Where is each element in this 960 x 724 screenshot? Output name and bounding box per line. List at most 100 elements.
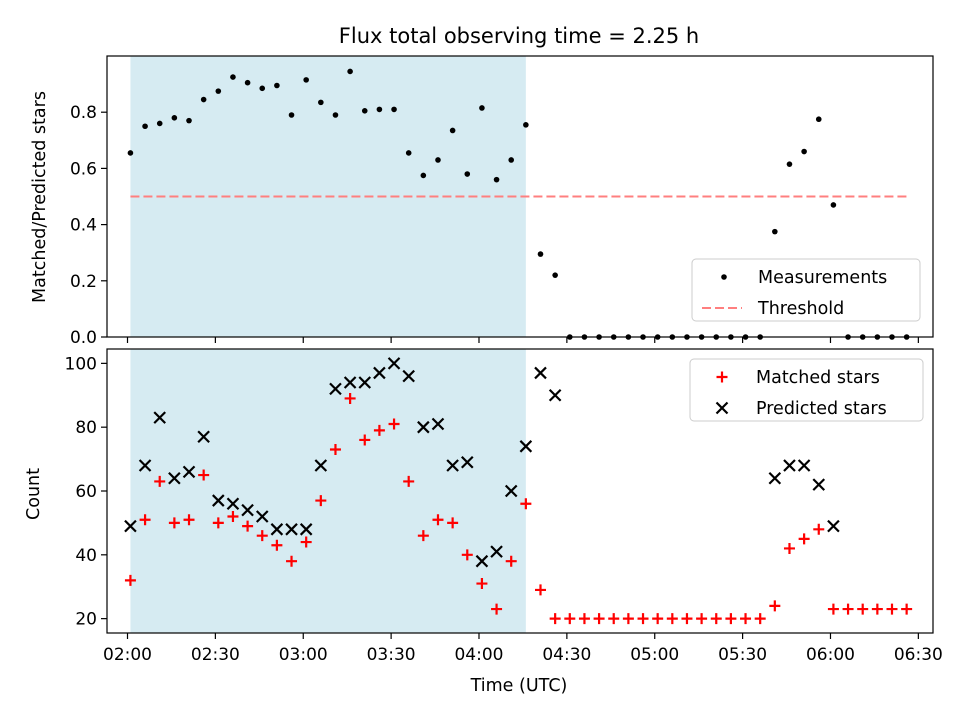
- bottom-matched-point: [842, 603, 854, 615]
- top-measurement-point: [523, 122, 529, 128]
- bottom-predicted-point: [387, 357, 401, 370]
- bottom-matched-point: [798, 533, 810, 545]
- bottom-predicted-point: [783, 459, 796, 472]
- bottom-predicted-point: [299, 523, 313, 536]
- bottom-matched-point: [417, 530, 429, 542]
- bottom-matched-point: [725, 613, 737, 625]
- bottom-matched-point: [505, 555, 517, 567]
- bottom-matched-point: [168, 517, 180, 529]
- bottom-matched-point: [578, 613, 590, 625]
- bottom-y-axis-label: Count: [24, 468, 44, 520]
- x-tick-label: 05:30: [718, 645, 767, 665]
- top-measurement-point: [420, 172, 427, 179]
- bottom-predicted-point: [812, 478, 826, 491]
- top-measurement-point: [508, 157, 515, 163]
- top-measurement-point: [171, 115, 178, 121]
- top-measurement-point: [332, 112, 339, 118]
- bottom-predicted-point: [212, 494, 225, 507]
- bottom-matched-point: [520, 498, 532, 510]
- x-tick-label: 02:30: [191, 645, 240, 665]
- top-measurement-point: [274, 82, 280, 89]
- top-measurement-point: [288, 112, 295, 118]
- top-measurement-point: [391, 106, 397, 113]
- legend-label: Matched stars: [756, 368, 880, 388]
- x-axis-label: Time (UTC): [470, 676, 568, 696]
- top-y-tick-label: 0.6: [70, 159, 97, 179]
- bottom-predicted-point: [417, 420, 430, 434]
- top-measurement-point: [156, 120, 163, 127]
- bottom-matched-point: [373, 424, 385, 436]
- bottom-matched-point: [754, 613, 766, 625]
- x-tick-label: 03:00: [279, 645, 328, 665]
- bottom-matched-point: [271, 539, 283, 551]
- x-tick-label: 05:00: [630, 645, 679, 665]
- bottom-y-tick-label: 100: [65, 354, 97, 374]
- bottom-matched-point: [286, 555, 298, 567]
- bottom-predicted-point: [827, 519, 840, 533]
- top-measurement-point: [405, 150, 412, 156]
- bottom-matched-point: [886, 603, 898, 615]
- top-measurement-point: [552, 272, 558, 278]
- top-measurement-point: [786, 161, 793, 167]
- x-tick-label: 02:00: [103, 645, 152, 665]
- bottom-predicted-point: [768, 471, 782, 485]
- bottom-matched-point: [564, 613, 576, 625]
- legend-matched-marker: [716, 371, 728, 383]
- top-y-tick-label: 0.0: [70, 328, 97, 348]
- bottom-predicted-point: [255, 510, 269, 523]
- bottom-matched-point: [242, 520, 254, 532]
- bottom-matched-point: [198, 469, 210, 481]
- bottom-y-tick-label: 20: [75, 610, 97, 630]
- top-measurement-point: [186, 117, 192, 124]
- bottom-matched-point: [783, 542, 795, 554]
- bottom-predicted-point: [153, 411, 167, 424]
- legend-predicted-marker: [715, 401, 729, 415]
- bottom-predicted-point: [373, 366, 386, 380]
- bottom-matched-point: [827, 603, 839, 615]
- legend-measurements-marker: [721, 274, 727, 280]
- top-measurement-point: [464, 171, 471, 177]
- bottom-matched-point: [871, 603, 883, 615]
- top-measurement-point: [215, 88, 222, 94]
- top-measurement-point: [318, 99, 324, 106]
- bottom-matched-point: [696, 613, 708, 625]
- top-measurement-point: [376, 106, 383, 113]
- bottom-y-tick-label: 80: [75, 418, 97, 438]
- bottom-matched-point: [227, 511, 239, 523]
- top-measurement-point: [449, 127, 456, 134]
- bottom-matched-point: [344, 392, 356, 404]
- bottom-matched-point: [154, 475, 166, 487]
- top-measurement-point: [435, 157, 441, 163]
- top-measurement-point: [801, 148, 807, 155]
- bottom-matched-point: [857, 603, 869, 615]
- bottom-matched-point: [388, 418, 400, 430]
- bottom-predicted-point: [519, 440, 533, 453]
- bottom-matched-point: [622, 613, 634, 625]
- bottom-predicted-point: [270, 523, 284, 536]
- bottom-matched-point: [608, 613, 620, 625]
- bottom-predicted-point: [168, 471, 181, 485]
- bottom-matched-point: [637, 613, 649, 625]
- top-measurement-point: [303, 77, 309, 83]
- bottom-matched-point: [256, 530, 268, 542]
- bottom-predicted-point: [475, 554, 489, 568]
- bottom-matched-point: [315, 495, 327, 507]
- bottom-matched-point: [681, 613, 693, 625]
- bottom-predicted-point: [460, 456, 474, 469]
- bottom-matched-point: [329, 444, 341, 456]
- x-tick-label: 06:00: [806, 645, 855, 665]
- top-measurement-point: [830, 202, 837, 208]
- x-tick-label: 04:00: [454, 645, 503, 665]
- legend-label: Measurements: [758, 268, 887, 288]
- bottom-predicted-point: [182, 465, 196, 479]
- bottom-matched-point: [740, 613, 752, 625]
- bottom-predicted-point: [431, 417, 445, 431]
- legend-label: Threshold: [757, 299, 844, 319]
- bottom-matched-point: [124, 574, 136, 586]
- top-measurement-point: [230, 74, 236, 80]
- bottom-y-tick-label: 60: [75, 482, 97, 502]
- bottom-matched-point: [447, 517, 459, 529]
- bottom-matched-point: [535, 584, 547, 596]
- top-y-axis-label: Matched/Predicted stars: [30, 91, 50, 303]
